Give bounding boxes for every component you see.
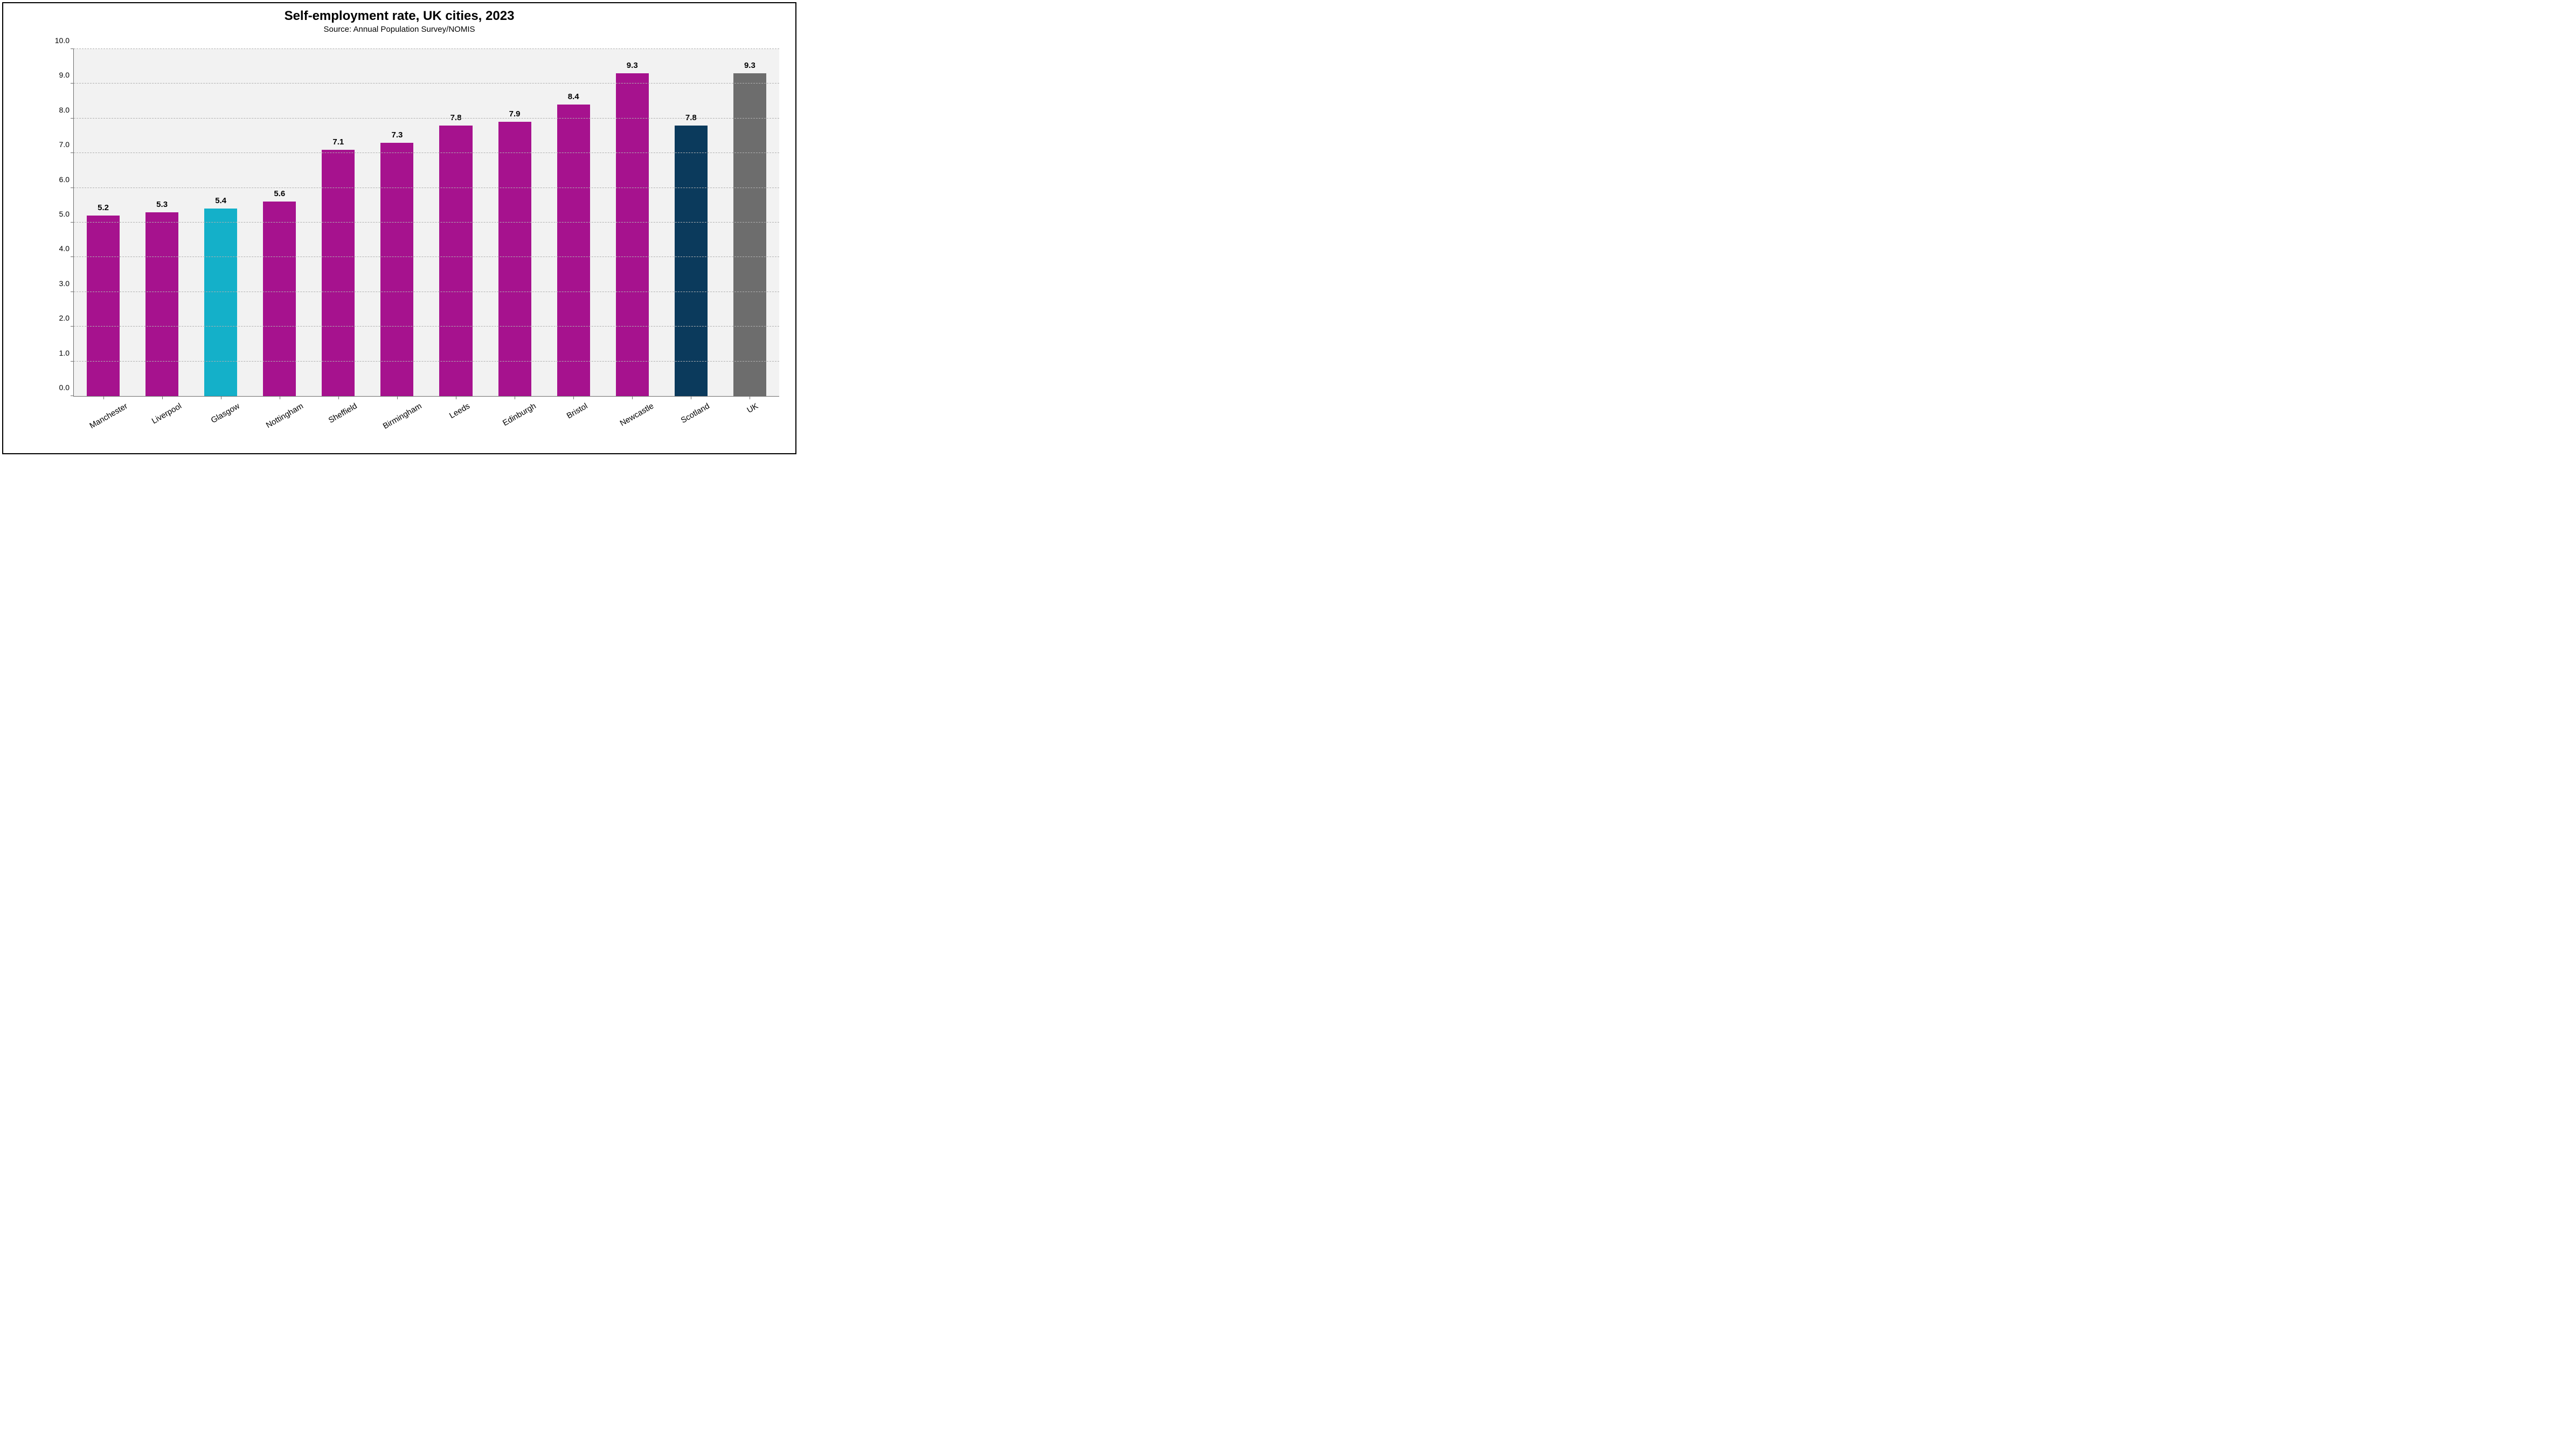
chart-subtitle: Source: Annual Population Survey/NOMIS [3, 25, 795, 34]
x-tick-label: Sheffield [327, 401, 359, 425]
bar-slot: 8.4Bristol [544, 49, 603, 396]
gridline [74, 48, 779, 49]
y-tick-mark [71, 83, 74, 84]
gridline [74, 361, 779, 362]
x-tick-mark [338, 396, 339, 399]
bar: 5.4 [204, 209, 237, 396]
plot-wrap: Percentage self-employed aged 16+ (%) 5.… [52, 49, 779, 413]
bar: 8.4 [557, 105, 590, 396]
y-tick-mark [71, 326, 74, 327]
y-tick-mark [71, 361, 74, 362]
x-tick-label: UK [746, 401, 760, 415]
x-tick-label: Scotland [680, 401, 711, 425]
gridline [74, 83, 779, 84]
bar: 5.2 [87, 216, 120, 396]
y-tick-mark [71, 48, 74, 49]
plot-area: 5.2Manchester5.3Liverpool5.4Glasgow5.6No… [73, 49, 779, 397]
y-tick-label: 7.0 [59, 140, 70, 149]
bar-slot: 5.4Glasgow [191, 49, 250, 396]
y-tick-label: 9.0 [59, 71, 70, 79]
x-tick-label: Edinburgh [501, 401, 538, 428]
bar-value-label: 5.6 [274, 189, 285, 198]
bar-value-label: 5.3 [156, 200, 168, 209]
y-tick-mark [71, 118, 74, 119]
y-tick-label: 2.0 [59, 314, 70, 322]
bar: 7.3 [380, 143, 413, 396]
bar: 9.3 [733, 73, 766, 396]
bar-slot: 9.3UK [720, 49, 779, 396]
bar-value-label: 5.2 [98, 203, 109, 212]
y-tick-mark [71, 222, 74, 223]
y-tick-label: 6.0 [59, 175, 70, 184]
chart-title: Self-employment rate, UK cities, 2023 [3, 9, 795, 24]
bar: 5.6 [263, 202, 296, 396]
x-tick-label: Manchester [88, 401, 129, 431]
bar: 7.8 [675, 126, 708, 396]
bar: 7.1 [322, 150, 355, 396]
gridline [74, 118, 779, 119]
x-tick-label: Glasgow [209, 401, 241, 425]
bar: 7.8 [439, 126, 472, 396]
x-tick-label: Newcastle [619, 401, 655, 428]
bar: 5.3 [145, 212, 178, 396]
bar-slot: 7.8Leeds [426, 49, 485, 396]
gridline [74, 222, 779, 223]
bar: 9.3 [616, 73, 649, 396]
y-tick-mark [71, 152, 74, 153]
bar-value-label: 9.3 [627, 61, 638, 70]
gridline [74, 152, 779, 153]
bar-slot: 5.2Manchester [74, 49, 133, 396]
y-tick-label: 5.0 [59, 210, 70, 218]
x-tick-label: Liverpool [150, 401, 183, 426]
x-tick-label: Leeds [448, 401, 472, 420]
y-tick-label: 4.0 [59, 244, 70, 253]
x-tick-label: Nottingham [265, 401, 305, 430]
x-tick-mark [573, 396, 574, 399]
bar-slot: 7.1Sheffield [309, 49, 368, 396]
gridline [74, 326, 779, 327]
bar-slot: 7.3Birmingham [368, 49, 426, 396]
bar-slot: 5.6Nottingham [250, 49, 309, 396]
y-tick-label: 3.0 [59, 279, 70, 288]
bar-value-label: 7.9 [509, 109, 521, 119]
bar-slot: 7.8Scotland [662, 49, 720, 396]
bar-slot: 5.3Liverpool [133, 49, 191, 396]
bar-value-label: 9.3 [744, 61, 755, 70]
x-tick-mark [632, 396, 633, 399]
y-tick-label: 0.0 [59, 383, 70, 392]
y-tick-label: 10.0 [55, 36, 70, 45]
y-tick-label: 1.0 [59, 349, 70, 357]
x-tick-mark [162, 396, 163, 399]
chart-container: Self-employment rate, UK cities, 2023 So… [2, 2, 796, 454]
y-tick-label: 8.0 [59, 106, 70, 114]
bar-value-label: 7.3 [391, 130, 403, 140]
bar-slot: 9.3Newcastle [603, 49, 662, 396]
gridline [74, 256, 779, 257]
bar-value-label: 7.1 [332, 137, 344, 147]
bar: 7.9 [498, 122, 531, 396]
x-tick-mark [397, 396, 398, 399]
bar-slot: 7.9Edinburgh [486, 49, 544, 396]
y-tick-mark [71, 256, 74, 257]
x-tick-mark [103, 396, 104, 399]
bars-group: 5.2Manchester5.3Liverpool5.4Glasgow5.6No… [74, 49, 779, 396]
bar-value-label: 8.4 [568, 92, 579, 101]
x-tick-label: Bristol [565, 401, 590, 421]
x-tick-label: Birmingham [382, 401, 424, 431]
bar-value-label: 5.4 [215, 196, 226, 205]
